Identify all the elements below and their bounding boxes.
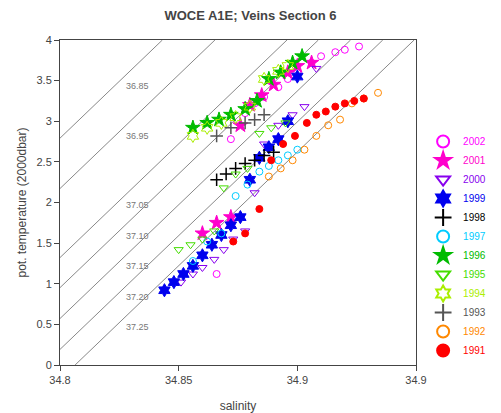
svg-text:1997: 1997 <box>463 231 486 242</box>
svg-text:34.8: 34.8 <box>49 374 70 386</box>
svg-text:1999: 1999 <box>463 193 486 204</box>
svg-text:1: 1 <box>46 278 52 290</box>
svg-text:salinity: salinity <box>220 399 257 413</box>
svg-text:2002: 2002 <box>463 136 486 147</box>
svg-text:pot. temperature (2000dbar): pot. temperature (2000dbar) <box>15 127 29 277</box>
svg-text:0.5: 0.5 <box>37 318 52 330</box>
svg-text:1992: 1992 <box>463 326 486 337</box>
svg-text:1998: 1998 <box>463 212 486 223</box>
svg-text:37.25: 37.25 <box>126 322 149 332</box>
svg-text:37.10: 37.10 <box>126 231 149 241</box>
svg-text:37.05: 37.05 <box>126 200 149 210</box>
svg-text:37.15: 37.15 <box>126 261 149 271</box>
svg-text:0: 0 <box>46 359 52 371</box>
svg-text:2001: 2001 <box>463 155 486 166</box>
svg-text:1996: 1996 <box>463 250 486 261</box>
svg-text:1995: 1995 <box>463 269 486 280</box>
svg-text:36.95: 36.95 <box>126 131 149 141</box>
svg-text:34.85: 34.85 <box>165 374 193 386</box>
svg-text:3: 3 <box>46 115 52 127</box>
svg-text:1993: 1993 <box>463 307 486 318</box>
svg-text:37.20: 37.20 <box>126 292 149 302</box>
svg-text:36.85: 36.85 <box>126 81 149 91</box>
svg-text:WOCE A1E; Veins Section 6: WOCE A1E; Veins Section 6 <box>164 8 336 23</box>
svg-text:2000: 2000 <box>463 174 486 185</box>
svg-text:3.5: 3.5 <box>37 74 52 86</box>
svg-text:4: 4 <box>46 34 52 46</box>
svg-text:34.9: 34.9 <box>287 374 308 386</box>
svg-text:2.5: 2.5 <box>37 156 52 168</box>
svg-text:2: 2 <box>46 196 52 208</box>
svg-text:1.5: 1.5 <box>37 237 52 249</box>
svg-text:1991: 1991 <box>463 345 486 356</box>
svg-text:1994: 1994 <box>463 288 486 299</box>
svg-text:34.9: 34.9 <box>405 374 426 386</box>
